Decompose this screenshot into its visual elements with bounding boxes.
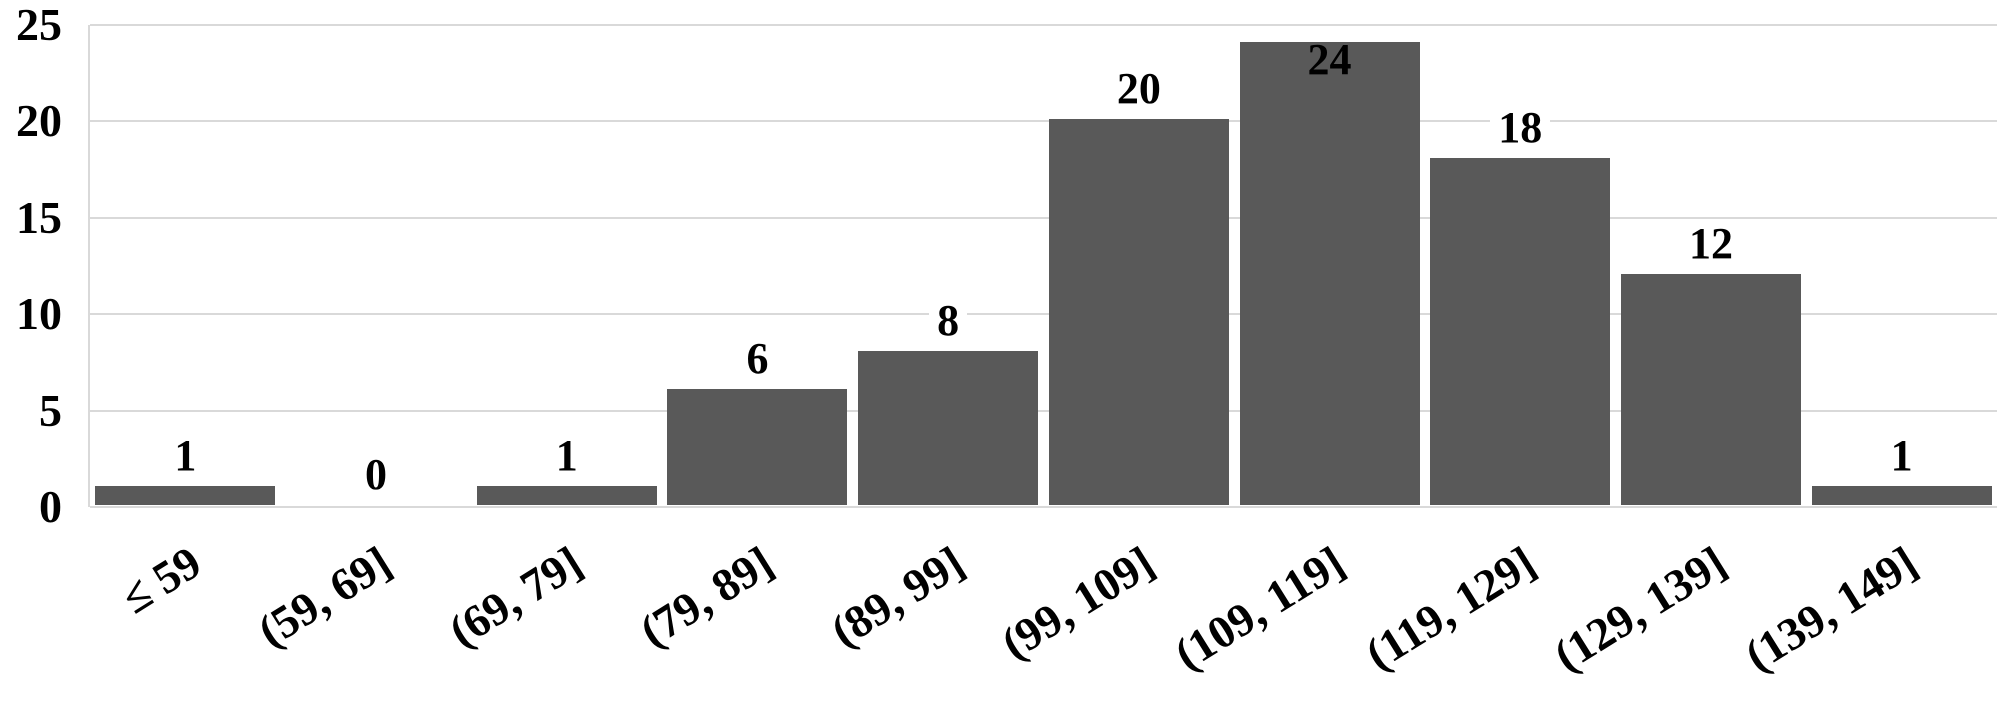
x-category-label: (59, 69]: [249, 536, 401, 657]
bar-value-label: 20: [1108, 65, 1169, 114]
y-tick-label: 15: [16, 191, 62, 243]
bar-value-label: 6: [738, 335, 777, 384]
bar: [667, 389, 848, 505]
x-category-label: (119, 129]: [1356, 536, 1545, 680]
bar: [1811, 485, 1992, 505]
gridline: [90, 409, 1997, 412]
y-tick-label: 0: [39, 481, 62, 532]
x-category-label: (109, 119]: [1166, 536, 1354, 680]
gridline: [90, 506, 1997, 508]
x-category-label: (89, 99]: [821, 536, 973, 657]
bar: [858, 350, 1039, 505]
bar-value-label: 12: [1680, 219, 1741, 268]
bar-value-label: 1: [547, 431, 586, 480]
x-category-label: (79, 89]: [630, 536, 782, 657]
gridline: [90, 313, 1997, 316]
y-tick-label: 25: [16, 0, 62, 50]
x-category-label: ≤ 59: [112, 536, 210, 624]
y-tick-label: 5: [39, 384, 62, 436]
bar: [95, 485, 276, 505]
bar-value-label: 18: [1490, 103, 1551, 152]
bar: [1048, 119, 1229, 505]
bar-value-label: 1: [1882, 431, 1921, 480]
plot-area: 1 0 1 6 8 20 24 18 12 1: [88, 24, 1997, 508]
x-category-label: (69, 79]: [440, 536, 591, 657]
bar-value-label: 0: [357, 451, 396, 499]
bar: [476, 485, 657, 505]
gridline: [90, 24, 1997, 26]
x-category-label: (99, 109]: [992, 536, 1163, 669]
gridline: [90, 120, 1997, 123]
y-axis: 0 5 10 15 20 25: [0, 0, 62, 702]
y-tick-label: 20: [16, 95, 62, 147]
gridline: [90, 216, 1997, 219]
x-category-label: (139, 149]: [1736, 536, 1926, 682]
bar-value-label: 24: [1307, 35, 1352, 85]
bar-value-label: 1: [166, 431, 205, 480]
bar-value-label: 8: [929, 296, 968, 345]
bar: [1620, 273, 1801, 505]
bar: [1430, 157, 1611, 505]
y-tick-label: 10: [16, 288, 62, 340]
bar: [1239, 42, 1420, 505]
x-category-label: (129, 139]: [1545, 536, 1735, 682]
